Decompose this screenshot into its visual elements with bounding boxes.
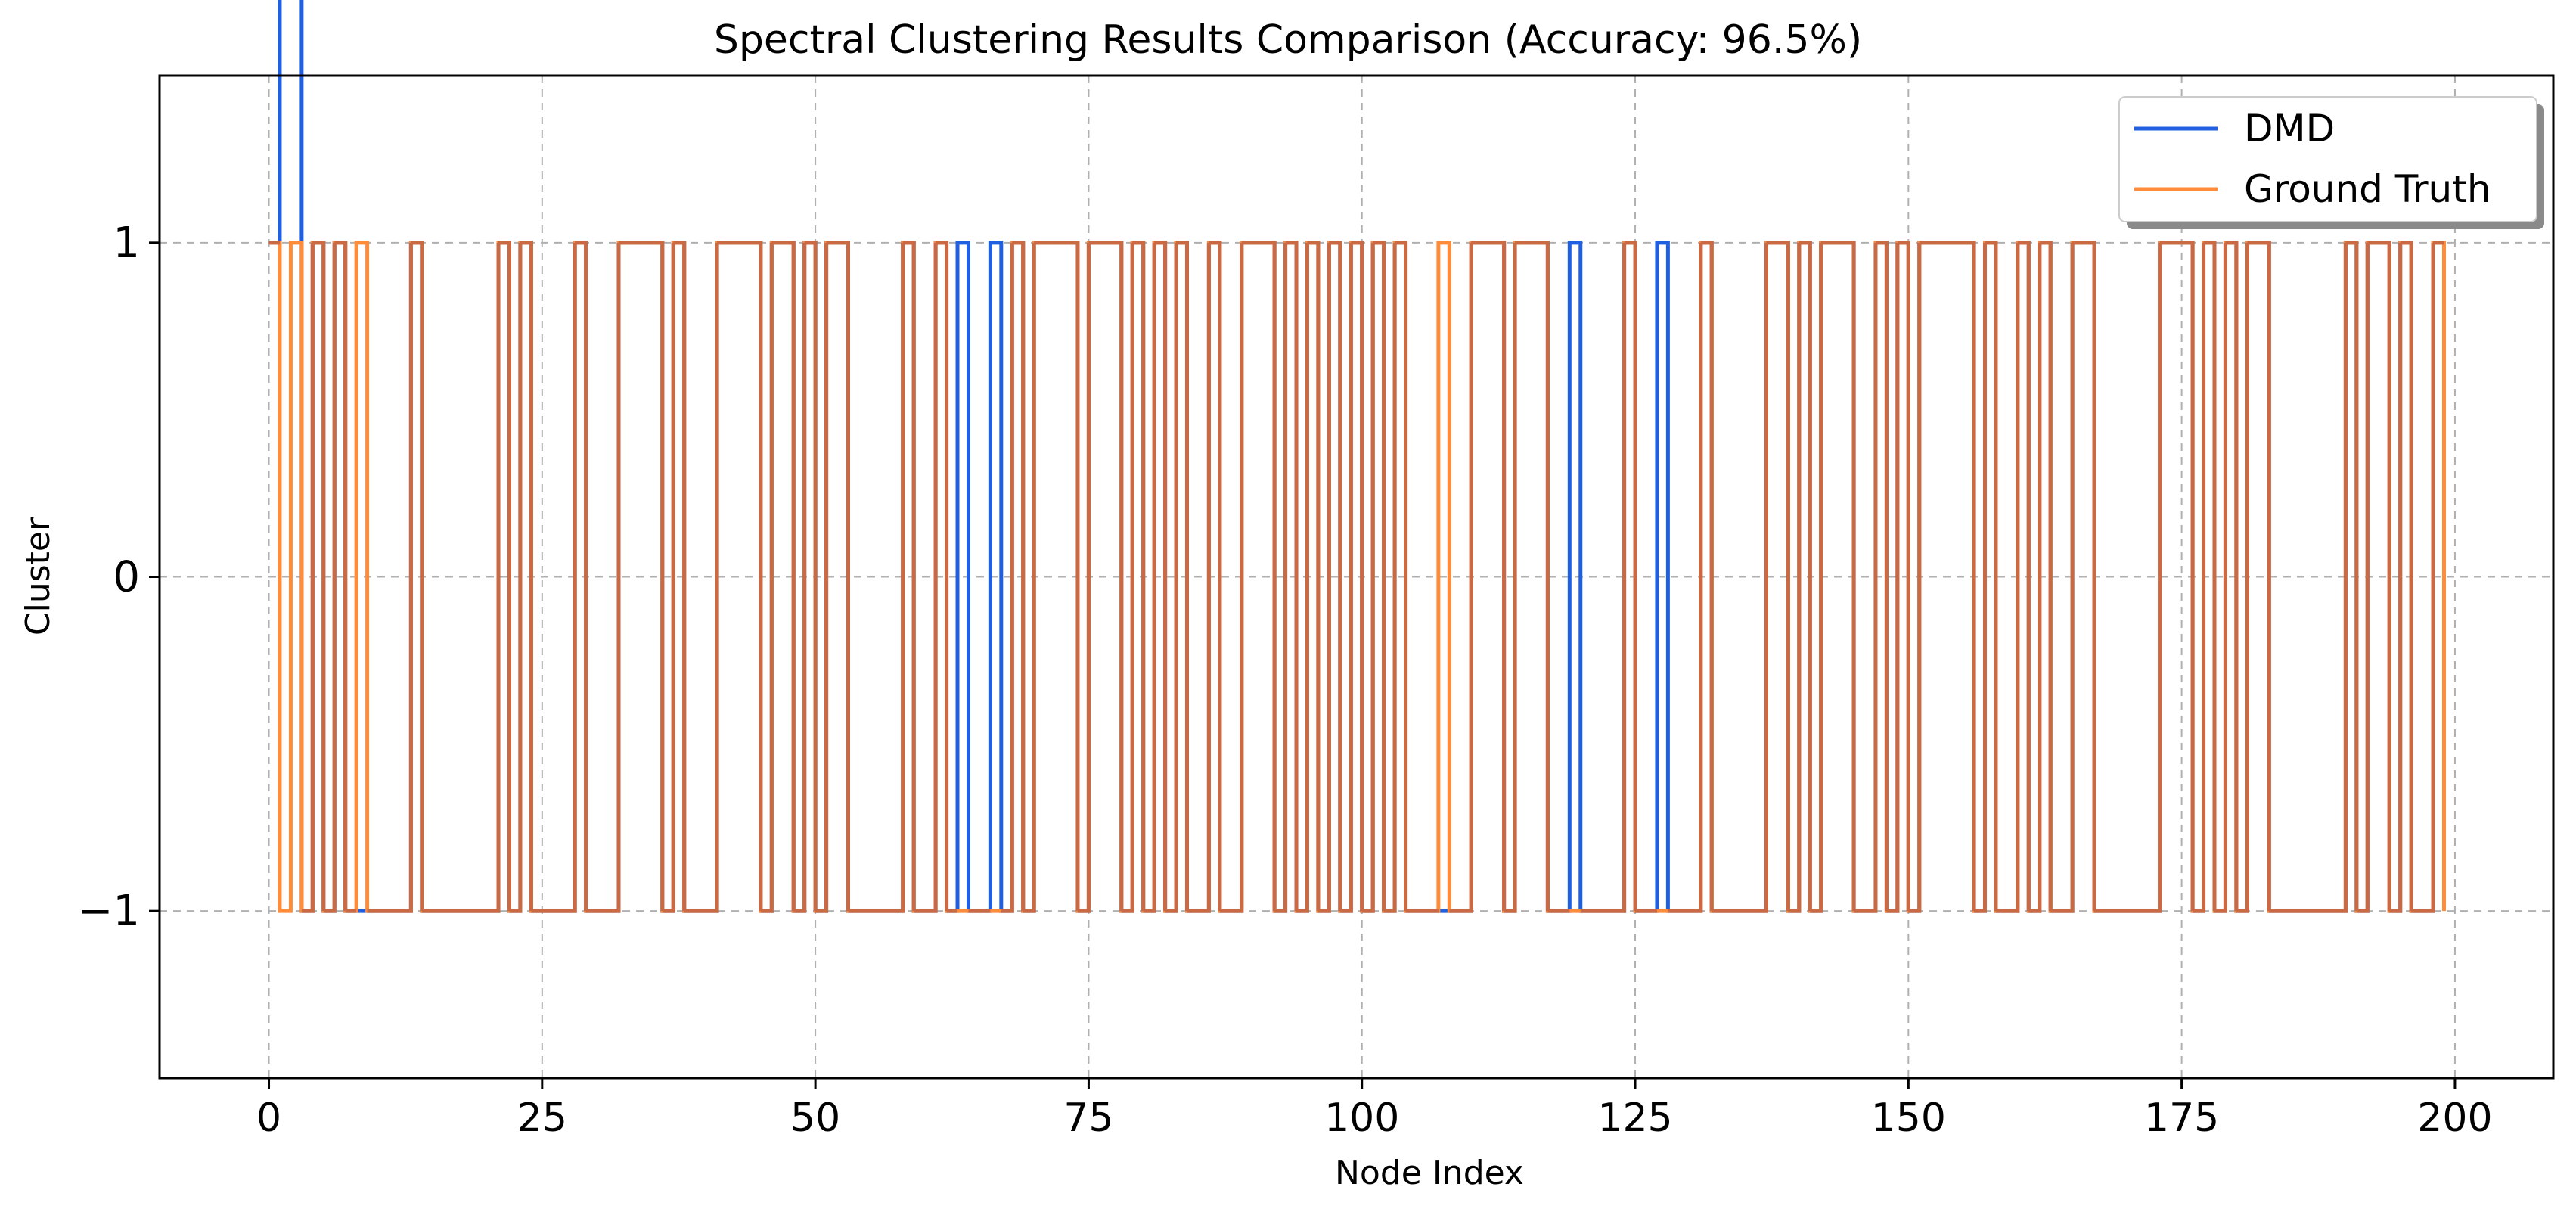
x-tick-label: 175 <box>2144 1095 2219 1141</box>
series-layer <box>268 0 2446 913</box>
y-axis-label: Cluster <box>19 517 57 635</box>
chart-title: Spectral Clustering Results Comparison (… <box>714 17 1862 63</box>
x-tick-label: 25 <box>517 1095 567 1141</box>
legend-label: DMD <box>2244 107 2335 151</box>
y-tick-label: 0 <box>113 553 140 602</box>
y-axis: −1 0 1 <box>77 219 160 936</box>
x-tick-label: 200 <box>2417 1095 2492 1141</box>
legend: DMD Ground Truth <box>2118 96 2544 229</box>
x-tick-label: 100 <box>1324 1095 1399 1141</box>
x-tick-label: 150 <box>1871 1095 1946 1141</box>
x-tick-label: 75 <box>1063 1095 1113 1141</box>
legend-label: Ground Truth <box>2244 167 2491 211</box>
x-tick-label: 125 <box>1597 1095 1672 1141</box>
x-tick-label: 0 <box>256 1095 281 1141</box>
y-tick-label: 1 <box>113 219 140 268</box>
x-tick-label: 50 <box>790 1095 840 1141</box>
y-tick-label: −1 <box>77 887 140 936</box>
legend-box <box>2118 96 2537 222</box>
x-axis: 0 25 50 75 100 125 150 175 200 <box>256 1078 2493 1141</box>
series-overlap-line <box>268 241 2444 913</box>
x-axis-label: Node Index <box>1335 1154 1524 1192</box>
